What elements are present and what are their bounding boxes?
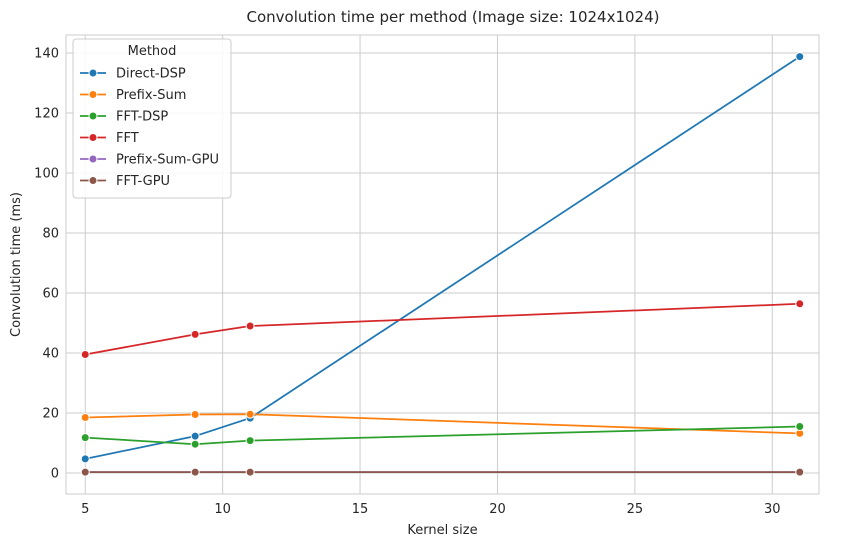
- data-point: [190, 329, 200, 339]
- data-point: [80, 433, 90, 443]
- data-point: [795, 422, 805, 431]
- legend-item: Prefix-Sum-GPU: [80, 153, 219, 168]
- chart-title: Convolution time per method (Image size:…: [246, 8, 659, 26]
- y-tick-label: 60: [42, 287, 59, 302]
- data-point: [795, 52, 805, 62]
- legend-label: FFT: [116, 131, 139, 146]
- series: [80, 52, 805, 477]
- series-fft: [80, 299, 805, 359]
- plot-area: [65, 34, 820, 495]
- data-point: [795, 299, 805, 309]
- legend-swatch-marker: [88, 176, 98, 185]
- legend-swatch-marker: [88, 133, 98, 142]
- y-tick-label: 80: [42, 227, 59, 242]
- legend-item: Direct-DSP: [80, 67, 186, 82]
- legend-swatch-marker: [88, 68, 98, 78]
- series-direct-dsp: [80, 52, 805, 464]
- x-tick-label: 25: [627, 502, 644, 517]
- data-point: [245, 436, 255, 446]
- data-point: [795, 467, 805, 477]
- legend-label: Direct-DSP: [116, 67, 186, 82]
- y-tick-label: 20: [42, 407, 59, 422]
- y-tick-label: 40: [42, 347, 59, 362]
- legend-items: Direct-DSP Prefix-Sum FFT-DSP FFT Prefix-Sum…: [80, 67, 219, 189]
- y-tick-label: 120: [34, 107, 59, 122]
- data-point: [80, 413, 90, 422]
- data-point: [80, 350, 90, 359]
- y-axis-label: Convolution time (ms): [9, 192, 24, 337]
- legend-item: FFT: [80, 131, 139, 146]
- series-fft-gpu: [80, 467, 805, 477]
- legend: Method Direct-DSP Prefix-Sum FFT-DSP FFT Pre…: [72, 38, 232, 199]
- legend-box: [72, 38, 232, 199]
- y-tick-label: 100: [34, 167, 59, 182]
- axis-ticks: 5 10 15 20 25 30 0 20 40 60 80 100 120 140: [34, 47, 780, 518]
- series-prefix-sum: [80, 409, 805, 438]
- data-point: [190, 410, 200, 419]
- data-point: [245, 409, 255, 419]
- data-point: [190, 439, 200, 449]
- legend-item: Prefix-Sum: [80, 88, 186, 103]
- x-tick-label: 15: [352, 502, 369, 517]
- legend-title: Method: [128, 44, 177, 59]
- legend-label: Prefix-Sum-GPU: [116, 153, 219, 168]
- data-point: [245, 467, 255, 477]
- legend-label: FFT-DSP: [116, 110, 168, 125]
- y-tick-label: 140: [34, 47, 59, 62]
- legend-label: Prefix-Sum: [116, 88, 186, 103]
- x-tick-label: 10: [214, 502, 231, 517]
- data-point: [245, 321, 255, 331]
- data-point: [190, 431, 200, 441]
- series-line: [85, 413, 800, 435]
- legend-swatch-marker: [88, 154, 98, 164]
- series-line: [85, 302, 800, 356]
- data-point: [190, 467, 200, 477]
- legend-swatch-marker: [88, 90, 98, 99]
- data-point: [80, 454, 90, 464]
- series-fft-dsp: [80, 422, 805, 449]
- y-tick-label: 0: [51, 467, 59, 482]
- series-line: [85, 55, 801, 460]
- legend-item: FFT-DSP: [80, 110, 168, 125]
- series-line: [85, 425, 800, 446]
- x-tick-label: 20: [489, 502, 506, 517]
- x-tick-label: 5: [81, 502, 89, 517]
- data-point: [80, 467, 90, 477]
- legend-label: FFT-GPU: [116, 174, 170, 189]
- legend-swatch-marker: [88, 111, 98, 121]
- legend-item: FFT-GPU: [80, 174, 170, 189]
- x-axis-label: Kernel size: [407, 523, 477, 538]
- x-tick-label: 30: [764, 502, 781, 517]
